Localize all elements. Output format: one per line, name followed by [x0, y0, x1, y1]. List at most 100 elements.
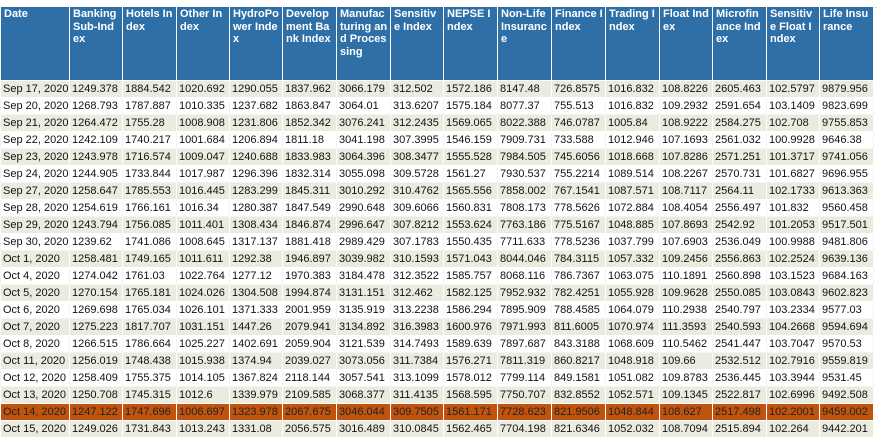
value-cell: 9481.806: [819, 233, 874, 251]
value-cell: 1016.832: [605, 97, 660, 115]
table-row[interactable]: Sep 22, 2020 1242.109 1740.217 1001.684 1206…: [0, 131, 874, 149]
value-cell: 2990.648: [336, 199, 391, 217]
column-header[interactable]: Life Insurance: [819, 7, 874, 81]
column-header[interactable]: Non-Life Insurance: [497, 7, 552, 81]
value-cell: 3046.044: [336, 403, 391, 421]
column-header[interactable]: Float Index: [659, 7, 713, 81]
value-cell: 1268.793: [69, 97, 123, 115]
table-row[interactable]: Oct 6, 2020 1269.698 1765.034 1026.101 1371.…: [0, 301, 874, 319]
value-cell: 2540.593: [712, 318, 767, 336]
table-row[interactable]: Sep 17, 2020 1249.378 1884.542 1020.692 1290…: [0, 80, 874, 98]
value-cell: 1565.556: [443, 182, 498, 200]
date-cell: Sep 22, 2020: [0, 131, 70, 149]
value-cell: 7811.319: [497, 352, 552, 370]
value-cell: 1946.897: [282, 250, 337, 268]
value-cell: 309.7505: [390, 403, 444, 421]
value-cell: 1845.311: [282, 182, 337, 200]
value-cell: 1243.978: [69, 148, 123, 166]
value-cell: 1748.438: [122, 352, 177, 370]
value-cell: 1582.125: [443, 284, 498, 302]
column-header[interactable]: Trading Index: [605, 7, 660, 81]
value-cell: 1374.94: [229, 352, 283, 370]
column-header[interactable]: Sensitive Index: [390, 7, 444, 81]
table-row[interactable]: Oct 13, 2020 1250.708 1745.315 1012.6 1339.9…: [0, 386, 874, 404]
value-cell: 313.1099: [390, 369, 444, 387]
value-cell: 1247.122: [69, 403, 123, 421]
column-header[interactable]: Manufacturing and Processing: [336, 7, 391, 81]
table-row[interactable]: Sep 30, 2020 1239.62 1741.086 1008.645 1317.…: [0, 233, 874, 251]
column-header[interactable]: Sensitive Float Index: [766, 7, 820, 81]
column-header[interactable]: Hotels Index: [122, 7, 177, 81]
value-cell: 103.2334: [766, 301, 820, 319]
value-cell: 1553.624: [443, 216, 498, 234]
column-header[interactable]: Finance Index: [551, 7, 606, 81]
value-cell: 821.9506: [551, 403, 606, 421]
value-cell: 313.6207: [390, 97, 444, 115]
table-row[interactable]: Sep 24, 2020 1244.905 1733.844 1017.987 1296…: [0, 165, 874, 183]
column-header[interactable]: Date: [0, 7, 70, 81]
value-cell: 1275.223: [69, 318, 123, 336]
value-cell: 3184.478: [336, 267, 391, 285]
value-cell: 1243.794: [69, 216, 123, 234]
value-cell: 9684.163: [819, 267, 874, 285]
value-cell: 1048.918: [605, 352, 660, 370]
value-cell: 2560.898: [712, 267, 767, 285]
date-cell: Oct 5, 2020: [0, 284, 70, 302]
table-row[interactable]: Oct 1, 2020 1258.481 1749.165 1011.611 1292.…: [0, 250, 874, 268]
value-cell: 101.2053: [766, 216, 820, 234]
table-row[interactable]: Oct 12, 2020 1258.409 1755.375 1014.105 1367…: [0, 369, 874, 387]
value-cell: 107.8693: [659, 216, 713, 234]
value-cell: 310.4762: [390, 182, 444, 200]
table-row[interactable]: Oct 14, 2020 1247.122 1747.696 1006.697 1323…: [0, 403, 874, 421]
value-cell: 1402.691: [229, 335, 283, 353]
value-cell: 3041.198: [336, 131, 391, 149]
value-cell: 1833.983: [282, 148, 337, 166]
table-row[interactable]: Sep 23, 2020 1243.978 1716.574 1009.047 1240…: [0, 148, 874, 166]
value-cell: 107.6903: [659, 233, 713, 251]
value-cell: 9560.458: [819, 199, 874, 217]
date-cell: Oct 13, 2020: [0, 386, 70, 404]
column-header[interactable]: NEPSE Index: [443, 7, 498, 81]
column-header[interactable]: Microfinance Index: [712, 7, 767, 81]
value-cell: 778.5236: [551, 233, 606, 251]
column-header[interactable]: HydroPower Index: [229, 7, 283, 81]
value-cell: 1576.271: [443, 352, 498, 370]
value-cell: 2542.92: [712, 216, 767, 234]
table-row[interactable]: Oct 5, 2020 1270.154 1765.181 1024.026 1304.…: [0, 284, 874, 302]
value-cell: 1008.645: [176, 233, 230, 251]
value-cell: 755.2214: [551, 165, 606, 183]
table-body: Sep 17, 2020 1249.378 1884.542 1020.692 1290…: [0, 80, 874, 438]
value-cell: 7952.932: [497, 284, 552, 302]
table-row[interactable]: Sep 28, 2020 1254.619 1766.161 1016.34 1280.…: [0, 199, 874, 217]
value-cell: 1057.332: [605, 250, 660, 268]
value-cell: 9559.819: [819, 352, 874, 370]
value-cell: 7930.537: [497, 165, 552, 183]
column-header[interactable]: Banking Sub-Index: [69, 7, 123, 81]
column-header[interactable]: Development Bank Index: [282, 7, 337, 81]
table-row[interactable]: Sep 20, 2020 1268.793 1787.887 1010.335 1237…: [0, 97, 874, 115]
value-cell: 1055.928: [605, 284, 660, 302]
value-cell: 312.502: [390, 80, 444, 98]
value-cell: 312.3522: [390, 267, 444, 285]
value-cell: 1064.079: [605, 301, 660, 319]
table-row[interactable]: Sep 27, 2020 1258.647 1785.553 1016.445 1283…: [0, 182, 874, 200]
table-row[interactable]: Oct 4, 2020 1274.042 1761.03 1022.764 1277.1…: [0, 267, 874, 285]
value-cell: 2079.941: [282, 318, 337, 336]
value-cell: 1749.165: [122, 250, 177, 268]
value-cell: 103.1523: [766, 267, 820, 285]
date-cell: Oct 4, 2020: [0, 267, 70, 285]
value-cell: 1585.757: [443, 267, 498, 285]
value-cell: 1087.571: [605, 182, 660, 200]
value-cell: 1024.026: [176, 284, 230, 302]
value-cell: 3064.01: [336, 97, 391, 115]
table-row[interactable]: Oct 15, 2020 1249.026 1731.843 1013.243 1331…: [0, 420, 874, 438]
column-header[interactable]: Other Index: [176, 7, 230, 81]
value-cell: 1011.401: [176, 216, 230, 234]
table-row[interactable]: Oct 11, 2020 1256.019 1748.438 1015.938 1374…: [0, 352, 874, 370]
value-cell: 9459.002: [819, 403, 874, 421]
table-row[interactable]: Oct 8, 2020 1266.515 1786.664 1025.227 1402.…: [0, 335, 874, 353]
table-row[interactable]: Oct 7, 2020 1275.223 1817.707 1031.151 1447.…: [0, 318, 874, 336]
table-row[interactable]: Sep 21, 2020 1264.472 1755.28 1008.908 1231.…: [0, 114, 874, 132]
table-row[interactable]: Sep 29, 2020 1243.794 1756.085 1011.401 1308…: [0, 216, 874, 234]
value-cell: 1266.515: [69, 335, 123, 353]
